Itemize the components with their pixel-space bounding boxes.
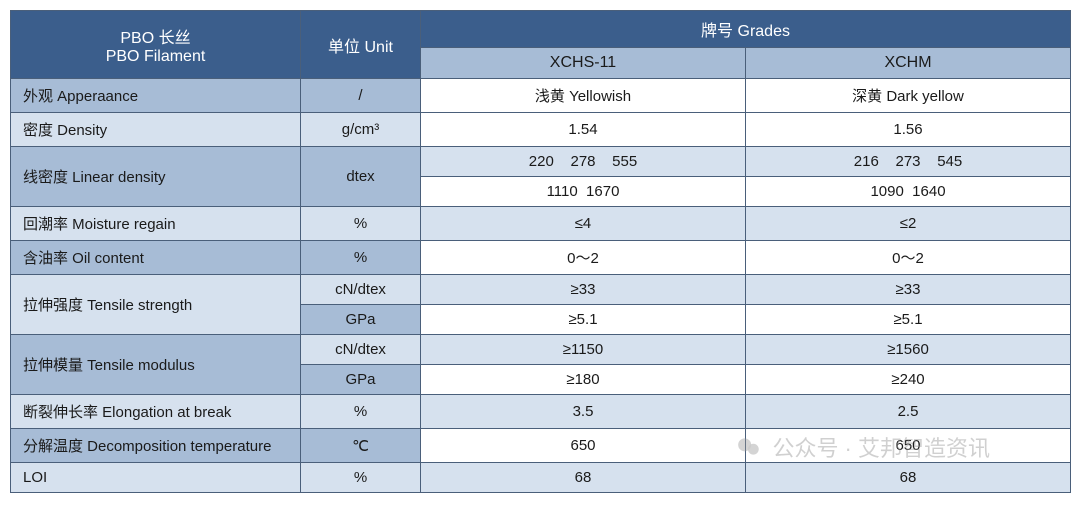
table-container: PBO 长丝 PBO Filament 单位 Unit 牌号 Grades XC… bbox=[10, 10, 1070, 493]
cell-g2: ≤2 bbox=[746, 207, 1071, 241]
cell-unit: g/cm³ bbox=[301, 113, 421, 147]
row-moisture: 回潮率 Moisture regain % ≤4 ≤2 bbox=[11, 207, 1071, 241]
cell-g1: 650 bbox=[421, 429, 746, 463]
cell-g1: 1.54 bbox=[421, 113, 746, 147]
cell-unit: ℃ bbox=[301, 429, 421, 463]
cell-g2b: ≥5.1 bbox=[746, 305, 1071, 335]
cell-g1: 0～2 bbox=[421, 241, 746, 275]
spec-table: PBO 长丝 PBO Filament 单位 Unit 牌号 Grades XC… bbox=[10, 10, 1071, 493]
header-row-1: PBO 长丝 PBO Filament 单位 Unit 牌号 Grades bbox=[11, 11, 1071, 48]
cell-label: 线密度 Linear density bbox=[11, 147, 301, 207]
cell-label: LOI bbox=[11, 463, 301, 493]
cell-g2: 650 bbox=[746, 429, 1071, 463]
row-tensile-modulus-a: 拉伸模量 Tensile modulus cN/dtex ≥1150 ≥1560 bbox=[11, 335, 1071, 365]
row-elongation: 断裂伸长率 Elongation at break % 3.5 2.5 bbox=[11, 395, 1071, 429]
cell-label: 回潮率 Moisture regain bbox=[11, 207, 301, 241]
cell-unit: % bbox=[301, 463, 421, 493]
row-loi: LOI % 68 68 bbox=[11, 463, 1071, 493]
cell-g2b: ≥240 bbox=[746, 365, 1071, 395]
cell-label: 密度 Density bbox=[11, 113, 301, 147]
header-grade1: XCHS-11 bbox=[421, 48, 746, 79]
cell-label: 拉伸强度 Tensile strength bbox=[11, 275, 301, 335]
header-unit: 单位 Unit bbox=[301, 11, 421, 79]
header-grades: 牌号 Grades bbox=[421, 11, 1071, 48]
cell-g2: 1.56 bbox=[746, 113, 1071, 147]
cell-g2: 深黄 Dark yellow bbox=[746, 79, 1071, 113]
cell-unit: / bbox=[301, 79, 421, 113]
cell-label: 分解温度 Decomposition temperature bbox=[11, 429, 301, 463]
cell-g2: 2.5 bbox=[746, 395, 1071, 429]
cell-g1a: ≥1150 bbox=[421, 335, 746, 365]
cell-g2: 0～2 bbox=[746, 241, 1071, 275]
cell-g2b: 1090 1640 bbox=[746, 177, 1071, 207]
row-tensile-strength-a: 拉伸强度 Tensile strength cN/dtex ≥33 ≥33 bbox=[11, 275, 1071, 305]
header-property-line2: PBO Filament bbox=[21, 48, 290, 66]
cell-g1a: ≥33 bbox=[421, 275, 746, 305]
cell-g2a: ≥1560 bbox=[746, 335, 1071, 365]
cell-label: 拉伸模量 Tensile modulus bbox=[11, 335, 301, 395]
row-oil: 含油率 Oil content % 0～2 0～2 bbox=[11, 241, 1071, 275]
cell-unit1: cN/dtex bbox=[301, 275, 421, 305]
row-appearance: 外观 Apperaance / 浅黄 Yellowish 深黄 Dark yel… bbox=[11, 79, 1071, 113]
cell-g1: 68 bbox=[421, 463, 746, 493]
cell-g2: 68 bbox=[746, 463, 1071, 493]
row-density: 密度 Density g/cm³ 1.54 1.56 bbox=[11, 113, 1071, 147]
cell-unit: % bbox=[301, 207, 421, 241]
cell-g2a: ≥33 bbox=[746, 275, 1071, 305]
cell-g1: ≤4 bbox=[421, 207, 746, 241]
row-linear-density-a: 线密度 Linear density dtex 220 278 555 216 … bbox=[11, 147, 1071, 177]
cell-unit2: GPa bbox=[301, 305, 421, 335]
cell-label: 断裂伸长率 Elongation at break bbox=[11, 395, 301, 429]
cell-unit: % bbox=[301, 395, 421, 429]
header-grade2: XCHM bbox=[746, 48, 1071, 79]
cell-unit2: GPa bbox=[301, 365, 421, 395]
cell-g1b: 1110 1670 bbox=[421, 177, 746, 207]
cell-g2a: 216 273 545 bbox=[746, 147, 1071, 177]
cell-label: 含油率 Oil content bbox=[11, 241, 301, 275]
cell-g1a: 220 278 555 bbox=[421, 147, 746, 177]
cell-g1: 3.5 bbox=[421, 395, 746, 429]
cell-unit: % bbox=[301, 241, 421, 275]
cell-unit1: cN/dtex bbox=[301, 335, 421, 365]
header-property-line1: PBO 长丝 bbox=[21, 24, 290, 48]
cell-unit: dtex bbox=[301, 147, 421, 207]
header-property: PBO 长丝 PBO Filament bbox=[11, 11, 301, 79]
row-decomposition: 分解温度 Decomposition temperature ℃ 650 650 bbox=[11, 429, 1071, 463]
cell-g1b: ≥5.1 bbox=[421, 305, 746, 335]
cell-g1b: ≥180 bbox=[421, 365, 746, 395]
cell-label: 外观 Apperaance bbox=[11, 79, 301, 113]
cell-g1: 浅黄 Yellowish bbox=[421, 79, 746, 113]
